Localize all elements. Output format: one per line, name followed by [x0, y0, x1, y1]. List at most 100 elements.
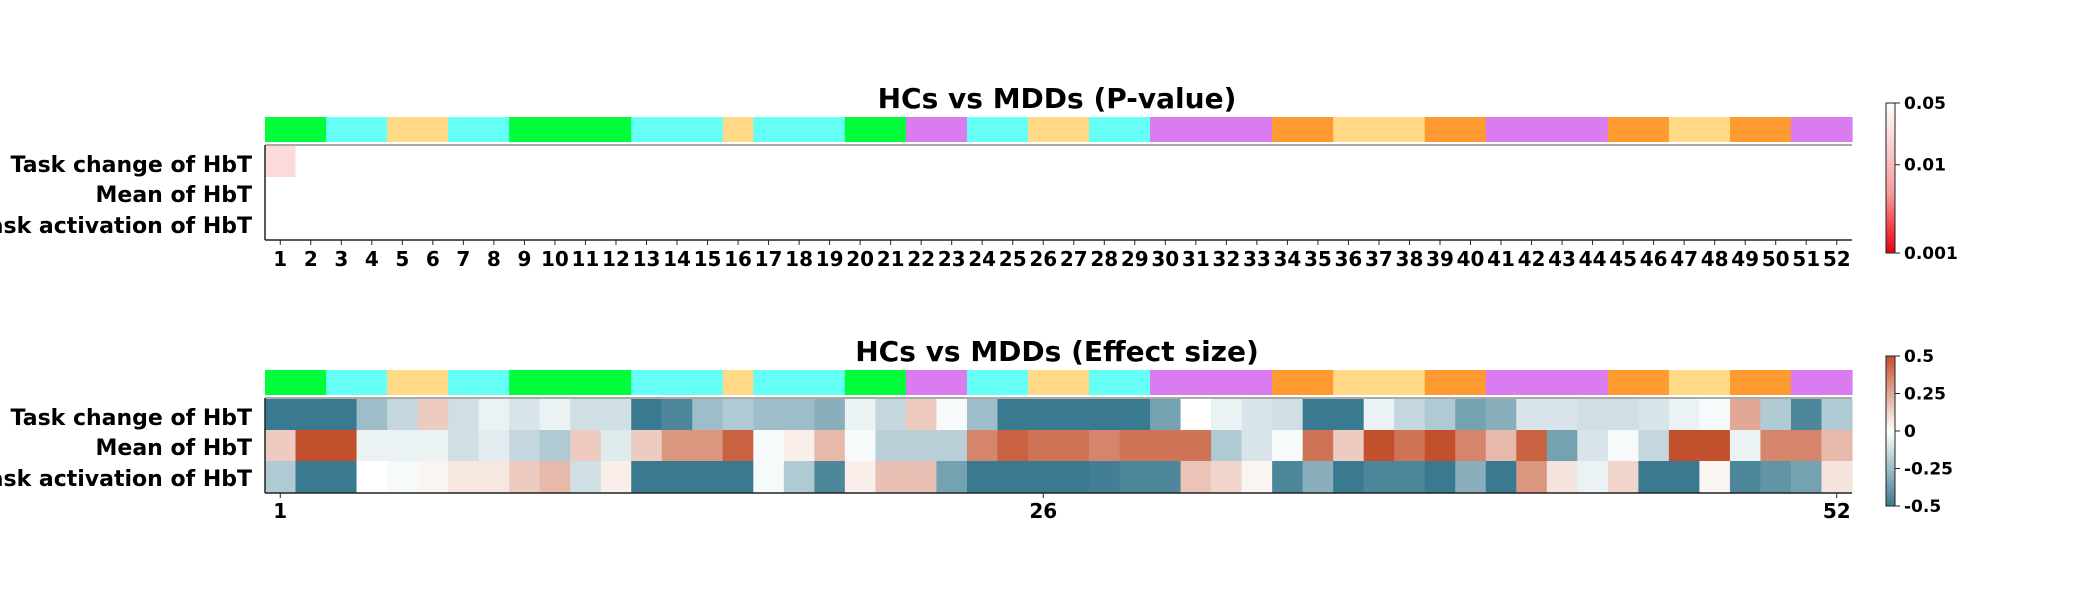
- pvalue-row-labels: Task change of HbT Mean of HbT Task acti…: [0, 153, 252, 239]
- region-color-segment: [905, 117, 938, 142]
- x-tick-label: 29: [1121, 247, 1149, 271]
- heatmap-cell: [387, 461, 419, 493]
- heatmap-cell: [1089, 399, 1121, 431]
- heatmap-cell: [1760, 461, 1792, 493]
- pvalue-region-color-bar: [265, 117, 1853, 142]
- heatmap-cell: [356, 461, 388, 493]
- heatmap-cell: [692, 399, 724, 431]
- heatmap-cell: [1699, 430, 1731, 462]
- x-tick-label: 50: [1762, 247, 1790, 271]
- heatmap-cell: [539, 461, 571, 493]
- heatmap-cell: [265, 399, 297, 431]
- x-tick-label: 33: [1243, 247, 1271, 271]
- heatmap-cell: [936, 461, 968, 493]
- heatmap-cell: [783, 461, 815, 493]
- x-tick-label: 26: [1029, 499, 1057, 523]
- heatmap-cell: [966, 430, 999, 462]
- heatmap-cell: [1058, 399, 1090, 431]
- heatmap-cell: [1729, 399, 1762, 431]
- region-color-segment: [600, 370, 632, 395]
- heatmap-cell: [722, 461, 754, 493]
- heatmap-cell: [844, 430, 876, 462]
- heatmap-cell: [1272, 399, 1304, 431]
- region-color-segment: [966, 117, 999, 142]
- region-color-segment: [875, 117, 907, 142]
- pvalue-colorbar: 0.05 0.01 0.001: [1885, 94, 1958, 264]
- heatmap-cell: [1455, 461, 1487, 493]
- region-color-segment: [1394, 117, 1426, 142]
- heatmap-cell: [387, 399, 419, 431]
- heatmap-cell: [1119, 461, 1151, 493]
- region-color-segment: [783, 370, 815, 395]
- heatmap-cell: [1119, 399, 1151, 431]
- region-color-segment: [1027, 370, 1060, 395]
- heatmap-cell: [326, 399, 358, 431]
- region-color-segment: [570, 370, 602, 395]
- pvalue-row-label: Mean of HbT: [96, 183, 253, 208]
- effect-size-row-label: Task change of HbT: [11, 406, 252, 431]
- region-color-segment: [631, 370, 663, 395]
- heatmap-cell: [478, 399, 510, 431]
- heatmap-cell: [295, 461, 327, 493]
- heatmap-cell: [478, 430, 510, 462]
- region-color-segment: [1760, 117, 1792, 142]
- heatmap-cell: [1027, 399, 1060, 431]
- heatmap-cell: [692, 461, 724, 493]
- x-tick-label: 7: [456, 247, 470, 271]
- region-color-segment: [417, 117, 449, 142]
- region-color-segment: [1180, 370, 1212, 395]
- x-tick-label: 31: [1182, 247, 1210, 271]
- heatmap-cell: [997, 399, 1029, 431]
- region-color-segment: [1119, 117, 1151, 142]
- region-color-segment: [783, 117, 815, 142]
- heatmap-cell: [1638, 430, 1670, 462]
- x-tick-label: 1: [273, 247, 287, 271]
- heatmap-cell: [1302, 430, 1334, 462]
- region-color-segment: [844, 117, 876, 142]
- heatmap-cell: [509, 399, 541, 431]
- heatmap-cell: [966, 399, 999, 431]
- heatmap-cell: [1729, 430, 1762, 462]
- heatmap-cell: [1699, 461, 1731, 493]
- region-color-segment: [1211, 117, 1243, 142]
- x-tick-label: 52: [1823, 247, 1851, 271]
- effect-size-title: HCs vs MDDs (Effect size): [855, 335, 1259, 368]
- heatmap-cell: [1150, 430, 1182, 462]
- region-color-segment: [936, 117, 968, 142]
- region-color-segment: [722, 117, 754, 142]
- heatmap-cell: [1089, 461, 1121, 493]
- x-tick-label: 24: [968, 247, 996, 271]
- colorbar-tick-label: 0.01: [1904, 156, 1946, 176]
- heatmap-cell: [509, 461, 541, 493]
- region-color-segment: [1424, 117, 1456, 142]
- heatmap-cell: [1333, 461, 1365, 493]
- colorbar-tick-label: 0.001: [1904, 244, 1958, 264]
- region-color-segment: [1790, 117, 1823, 142]
- heatmap-cell: [936, 430, 968, 462]
- x-tick-label: 35: [1304, 247, 1332, 271]
- heatmap-cell: [814, 461, 846, 493]
- region-color-segment: [1058, 117, 1090, 142]
- heatmap-cell: [1363, 430, 1395, 462]
- region-color-segment: [1516, 117, 1548, 142]
- heatmap-cell: [1333, 430, 1365, 462]
- x-tick-label: 51: [1792, 247, 1820, 271]
- region-color-segment: [722, 370, 754, 395]
- region-color-segment: [905, 370, 938, 395]
- heatmap-cell: [1394, 399, 1426, 431]
- heatmap-cell: [1638, 399, 1670, 431]
- heatmap-cell: [661, 399, 693, 431]
- region-color-segment: [570, 117, 602, 142]
- heatmap-cell: [326, 430, 358, 462]
- heatmap-cell: [1699, 399, 1731, 431]
- heatmap-cell: [539, 430, 571, 462]
- heatmap-cell: [570, 430, 602, 462]
- region-color-segment: [1333, 117, 1365, 142]
- heatmap-cell: [1180, 399, 1212, 431]
- region-color-segment: [387, 117, 419, 142]
- heatmap-cell: [997, 430, 1029, 462]
- x-tick-label: 37: [1365, 247, 1393, 271]
- x-tick-label: 32: [1212, 247, 1240, 271]
- pvalue-colorbar-gradient: [1885, 102, 1896, 254]
- region-color-segment: [661, 117, 693, 142]
